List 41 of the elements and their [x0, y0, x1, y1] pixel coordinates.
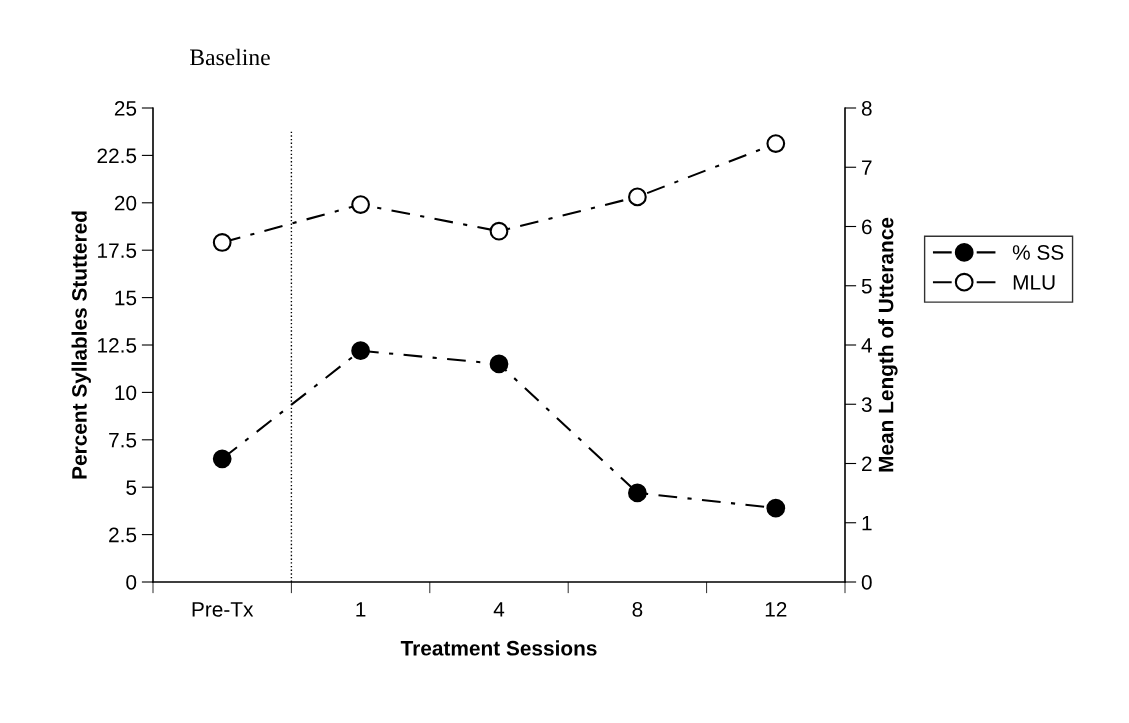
point [489, 354, 509, 374]
y2-tick-label: 6 [862, 219, 872, 235]
point [212, 449, 232, 469]
y-tick-label: 25 [114, 101, 137, 116]
y2-tick-label: 3 [861, 397, 872, 412]
point [628, 187, 647, 207]
point [628, 483, 647, 503]
y-tick-label: 5 [126, 480, 137, 495]
y-tick-label: 12.5 [98, 338, 137, 353]
point [766, 498, 786, 518]
point [351, 195, 370, 214]
point [489, 221, 509, 241]
y2-tick-label: 5 [861, 278, 872, 294]
y-axis-title: Percent Syllables Stuttered [71, 211, 91, 479]
x-axis-title: Treatment Sessions [400, 640, 597, 656]
y-tick-label: 2.5 [109, 527, 137, 543]
y-tick-label: 17.5 [98, 243, 137, 258]
y-tick-label: 20 [114, 195, 137, 211]
y-tick-label: 15 [115, 290, 137, 306]
y2-tick-label: 2 [862, 456, 872, 472]
x-tick-label: 4 [493, 602, 505, 617]
x-tick-label: 1 [356, 602, 366, 617]
y2-tick-label: 0 [861, 575, 872, 590]
y2-axis-title: Mean Length of Utterance [878, 217, 898, 472]
x-tick-label: 12 [765, 601, 787, 617]
y-tick-label: 10 [115, 385, 137, 401]
text: Baseline [190, 48, 270, 66]
y-tick-label: 0 [126, 575, 137, 590]
legend-label: % SS [1012, 245, 1064, 260]
point [351, 341, 370, 361]
point [212, 233, 232, 252]
y-tick-label: 22.5 [97, 148, 137, 164]
point [766, 134, 786, 153]
y2-tick-label: 1 [862, 515, 872, 531]
legend-label: MLU [1013, 275, 1055, 290]
y2-tick-label: 7 [862, 160, 872, 175]
x-tick-label: Pre-Tx [192, 602, 254, 617]
y-tick-label: 7.5 [109, 433, 137, 448]
x-tick-label: 8 [632, 601, 643, 617]
y2-tick-label: 4 [861, 338, 872, 353]
y2-tick-label: 8 [861, 101, 872, 116]
